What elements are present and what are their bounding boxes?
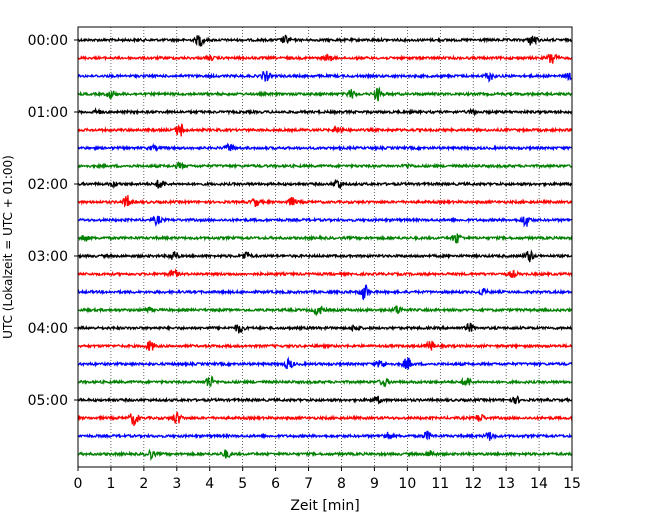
trace-0045 bbox=[77, 86, 573, 102]
x-tick-label: 6 bbox=[271, 476, 280, 492]
plot-frame bbox=[77, 26, 573, 468]
trace-0415 bbox=[77, 340, 573, 351]
x-axis-ticks: 0 1 2 3 4 5 6 7 8 9 10 11 12 13 14 15 bbox=[74, 467, 581, 492]
x-tick-label: 12 bbox=[464, 476, 482, 492]
x-tick-label: 3 bbox=[172, 476, 181, 492]
x-tick-label: 4 bbox=[205, 476, 214, 492]
x-tick-label: 14 bbox=[530, 476, 548, 492]
y-tick-label: 02:00 bbox=[28, 177, 68, 193]
x-tick-label: 7 bbox=[304, 476, 313, 492]
trace-0315 bbox=[77, 268, 573, 278]
trace-0015 bbox=[77, 53, 573, 64]
x-tick-label: 11 bbox=[431, 476, 449, 492]
trace-0330 bbox=[77, 284, 573, 301]
trace-lines bbox=[77, 34, 573, 462]
x-tick-label: 8 bbox=[337, 476, 346, 492]
trace-0345 bbox=[77, 304, 573, 317]
trace-0230 bbox=[77, 215, 573, 228]
x-tick-label: 13 bbox=[497, 476, 515, 492]
x-axis-label: Zeit [min] bbox=[290, 498, 359, 514]
trace-0400 bbox=[77, 322, 573, 334]
trace-0300 bbox=[77, 249, 573, 263]
y-axis-ticks: 00:00 01:00 02:00 03:00 04:00 05:00 bbox=[28, 33, 78, 409]
trace-0115 bbox=[77, 123, 573, 137]
trace-0445 bbox=[77, 375, 573, 388]
y-tick-label: 03:00 bbox=[28, 249, 68, 265]
trace-0130 bbox=[77, 142, 573, 153]
x-tick-label: 9 bbox=[370, 476, 379, 492]
x-tick-label: 1 bbox=[106, 476, 115, 492]
x-tick-label: 2 bbox=[139, 476, 148, 492]
y-tick-label: 01:00 bbox=[28, 105, 68, 121]
trace-0530 bbox=[77, 430, 573, 441]
trace-0500 bbox=[77, 394, 573, 405]
trace-0145 bbox=[77, 161, 573, 170]
trace-0215 bbox=[77, 195, 573, 208]
trace-0545 bbox=[77, 448, 573, 462]
vertical-gridlines bbox=[110, 27, 540, 467]
trace-0100 bbox=[77, 106, 573, 117]
x-tick-label: 15 bbox=[563, 476, 581, 492]
trace-0430 bbox=[77, 356, 573, 370]
x-tick-label: 10 bbox=[398, 476, 416, 492]
x-tick-label: 0 bbox=[74, 476, 83, 492]
y-tick-label: 04:00 bbox=[28, 321, 68, 337]
trace-0000 bbox=[77, 34, 573, 47]
trace-0030 bbox=[77, 70, 573, 83]
x-tick-label: 5 bbox=[238, 476, 247, 492]
trace-0200 bbox=[77, 178, 573, 189]
trace-0245 bbox=[77, 233, 573, 244]
y-axis-label: UTC (Lokalzeit = UTC + 01:00) bbox=[1, 155, 15, 339]
y-tick-label: 05:00 bbox=[28, 393, 68, 409]
y-tick-label: 00:00 bbox=[28, 33, 68, 49]
trace-0515 bbox=[77, 411, 573, 427]
